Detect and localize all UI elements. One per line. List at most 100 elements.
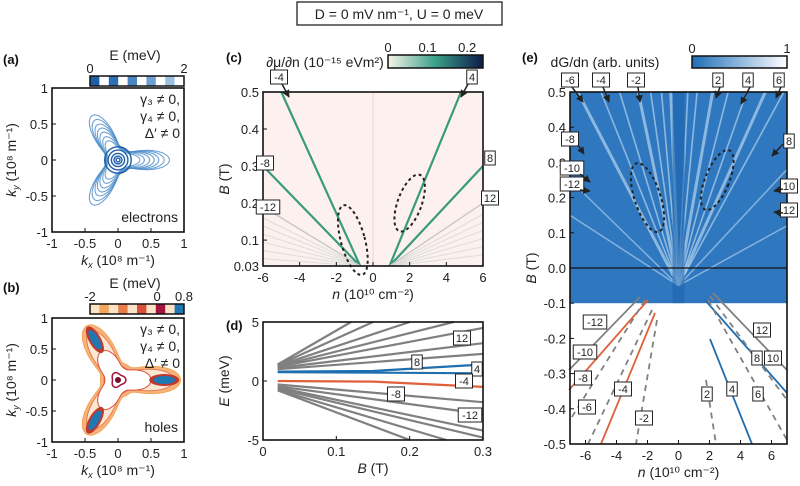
landau-fan-ray [677, 91, 767, 287]
colorbar-tick-label: 1 [783, 41, 790, 56]
filling-factor-text: 12 [484, 193, 496, 205]
landau-line [388, 91, 463, 267]
dashed-landau-line [707, 299, 788, 441]
x-tick-label: -2 [642, 448, 654, 463]
label-box [614, 381, 632, 397]
parameter-annotation: γ₄ ≠ 0, [140, 108, 180, 124]
x-tick-label: 0 [369, 270, 376, 285]
colorbar-frame [691, 55, 788, 69]
energy-contour [111, 371, 127, 389]
filling-factor-label: 4 [466, 69, 478, 85]
colorbar-segment [90, 76, 100, 86]
y-tick-label: 0.5 [30, 117, 48, 132]
filling-factor-label: -10 [559, 160, 585, 176]
y-tick-label: -0.2 [544, 331, 566, 346]
energy-level-line [277, 320, 454, 368]
label-box [484, 150, 496, 166]
y-tick-label: 0.5 [30, 342, 48, 357]
x-tick-label: 0.2 [401, 444, 419, 459]
energy-level-line [277, 326, 484, 368]
label-box [572, 344, 598, 360]
axis-subscript: y [11, 185, 21, 191]
x-tick-label: 0 [114, 446, 121, 461]
label-box [742, 72, 754, 88]
colorbar-segment [118, 76, 128, 86]
energy-contour [107, 149, 129, 171]
colorbar-segment [108, 76, 119, 86]
filling-factor-text: -10 [564, 163, 580, 175]
colorbar-segment [99, 76, 110, 86]
x-tick-label: -1 [46, 236, 58, 251]
filling-factor-label: 8 [783, 133, 795, 149]
colorbar: 0 1 dG/dn (arb. units) [551, 41, 791, 70]
filling-factor-text: -8 [578, 373, 588, 385]
faint-landau-line [389, 221, 484, 267]
y-tick-label: -0.1 [544, 296, 566, 311]
label-box [481, 190, 499, 206]
filling-factor-text: 8 [786, 136, 792, 148]
filling-factor-text: 2 [704, 389, 710, 401]
energy-level-line [277, 321, 352, 366]
x-tick-label: -1 [46, 446, 58, 461]
arrow-icon [281, 83, 290, 98]
x-tick-label: 2 [406, 270, 413, 285]
energy-level-line [277, 383, 484, 404]
colorbar-tick-label: 0.1 [419, 40, 437, 55]
axis-label: B (T) [357, 460, 388, 476]
energy-contour [115, 377, 121, 383]
arrow-icon [773, 209, 784, 217]
colorbar-label: dG/dn (arb. units) [551, 54, 660, 70]
landau-line [600, 312, 656, 445]
x-tick-label: -6 [580, 448, 592, 463]
energy-level-line [277, 385, 484, 416]
colorbar-segment [90, 304, 100, 314]
colorbar-segment [155, 304, 166, 314]
axis-subscript: x [87, 470, 93, 480]
y-tick-label: 0.2 [241, 196, 259, 211]
colorbar-segment [137, 304, 147, 314]
y-tick-label: 1 [41, 81, 48, 96]
filling-factor-text: 4 [469, 72, 475, 84]
energy-pocket [153, 376, 176, 384]
label-box [270, 69, 288, 85]
arrow-icon [773, 185, 784, 194]
filling-factor-text: -10 [577, 347, 593, 359]
panel-label: (d) [226, 318, 243, 333]
landau-fan-ray [569, 214, 679, 287]
colorbar-segment [146, 304, 157, 314]
highlight-ellipse [699, 148, 735, 212]
panel-a: (a) 0 2 E (meV) γ₃ ≠ 0,γ₄ ≠ 0,Δ′ ≠ 0 electron… [3, 47, 188, 270]
axis-subscript: x [87, 260, 93, 270]
x-tick-label: 0.3 [474, 444, 492, 459]
label-box [592, 72, 610, 88]
landau-fan-ray [677, 91, 729, 286]
colorbar-segment [127, 304, 138, 314]
y-tick-label: -1 [36, 225, 48, 240]
filling-factor-label: -8 [387, 386, 405, 402]
label-box [764, 350, 782, 366]
energy-level-line [277, 342, 484, 370]
faint-landau-line [389, 229, 484, 267]
parameter-annotation: Δ′ ≠ 0 [145, 355, 180, 371]
energy-contour [110, 152, 126, 168]
arrow-icon [602, 86, 610, 103]
axis-label: kx (10⁸ m⁻¹) [81, 462, 155, 480]
axis-unit: (10⁸ m⁻¹) [93, 462, 155, 478]
filling-factor-label: -4 [455, 373, 473, 389]
filling-factor-text: -4 [618, 384, 628, 396]
colorbar-frame [89, 75, 185, 87]
panel-label: (a) [3, 52, 19, 67]
arrow-icon [714, 86, 722, 99]
energy-level-line [277, 379, 484, 388]
energy-contour [104, 140, 141, 180]
axis-unit: (T) [523, 252, 539, 274]
filling-factor-label: -4 [614, 381, 632, 397]
y-tick-label: 0.3 [241, 159, 259, 174]
faint-landau-line [262, 217, 361, 267]
filling-factor-text: 12 [783, 205, 795, 217]
energy-pocket [88, 329, 102, 350]
label-box [561, 72, 579, 88]
label-box [582, 314, 608, 330]
colorbar-label: E (meV) [109, 275, 160, 291]
